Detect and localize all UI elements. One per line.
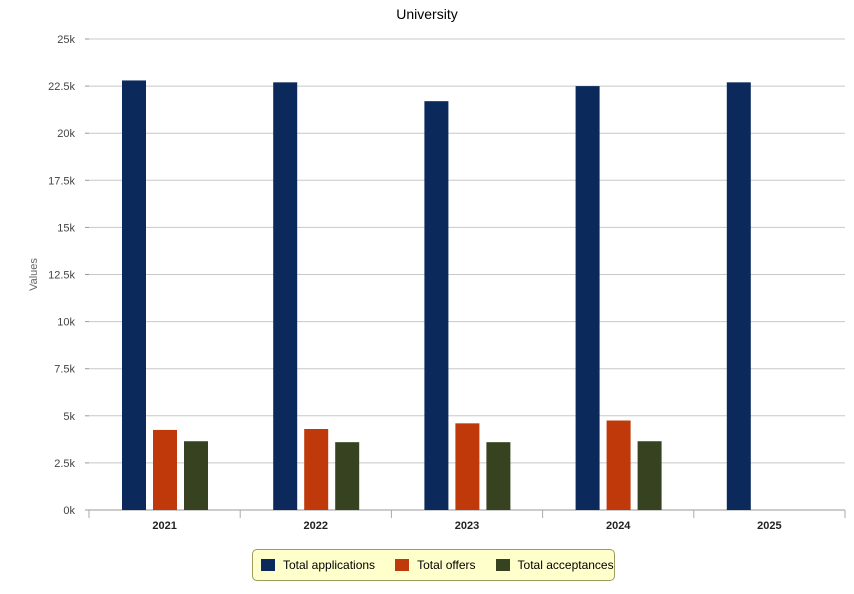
legend: Total applications Total offers Total acce…: [252, 549, 615, 581]
bar: [335, 442, 360, 510]
x-tick-label: 2025: [757, 520, 781, 532]
legend-label: Total acceptances: [517, 558, 614, 572]
y-tick-label: 2.5k: [54, 458, 75, 470]
legend-swatch: [495, 559, 510, 571]
chart-title: University: [396, 6, 458, 22]
bar: [486, 442, 511, 510]
y-tick-label: 5k: [63, 411, 75, 423]
bar: [455, 423, 480, 510]
legend-item: Total offers: [395, 558, 476, 572]
bar: [184, 441, 208, 510]
legend-item: Total acceptances: [495, 558, 614, 572]
y-tick-label: 25k: [57, 34, 75, 46]
bar: [304, 428, 329, 510]
legend-item: Total applications: [261, 558, 375, 572]
bar: [606, 420, 631, 510]
bar: [424, 101, 449, 510]
x-tick-label: 2024: [606, 520, 631, 532]
bar: [273, 82, 298, 510]
bar: [575, 86, 600, 510]
bar: [726, 82, 751, 510]
x-tick-label: 2023: [455, 520, 479, 532]
y-tick-label: 17.5k: [48, 175, 75, 187]
y-tick-label: 10k: [57, 317, 75, 329]
legend-swatch: [261, 559, 275, 571]
y-tick-label: 0k: [63, 505, 75, 517]
y-tick-label: 12.5k: [48, 270, 75, 282]
bar: [153, 429, 177, 510]
legend-label: Total offers: [417, 558, 476, 572]
x-tick-label: 2021: [152, 520, 176, 532]
legend-swatch: [395, 559, 410, 571]
y-axis-label: Values: [28, 258, 40, 291]
bar: [637, 441, 662, 510]
y-tick-label: 20k: [57, 128, 75, 140]
y-tick-label: 15k: [57, 222, 75, 234]
x-tick-label: 2022: [304, 520, 328, 532]
y-tick-label: 22.5k: [48, 81, 75, 93]
legend-label: Total applications: [283, 558, 376, 572]
y-tick-label: 7.5k: [54, 364, 75, 376]
bar: [122, 80, 146, 510]
